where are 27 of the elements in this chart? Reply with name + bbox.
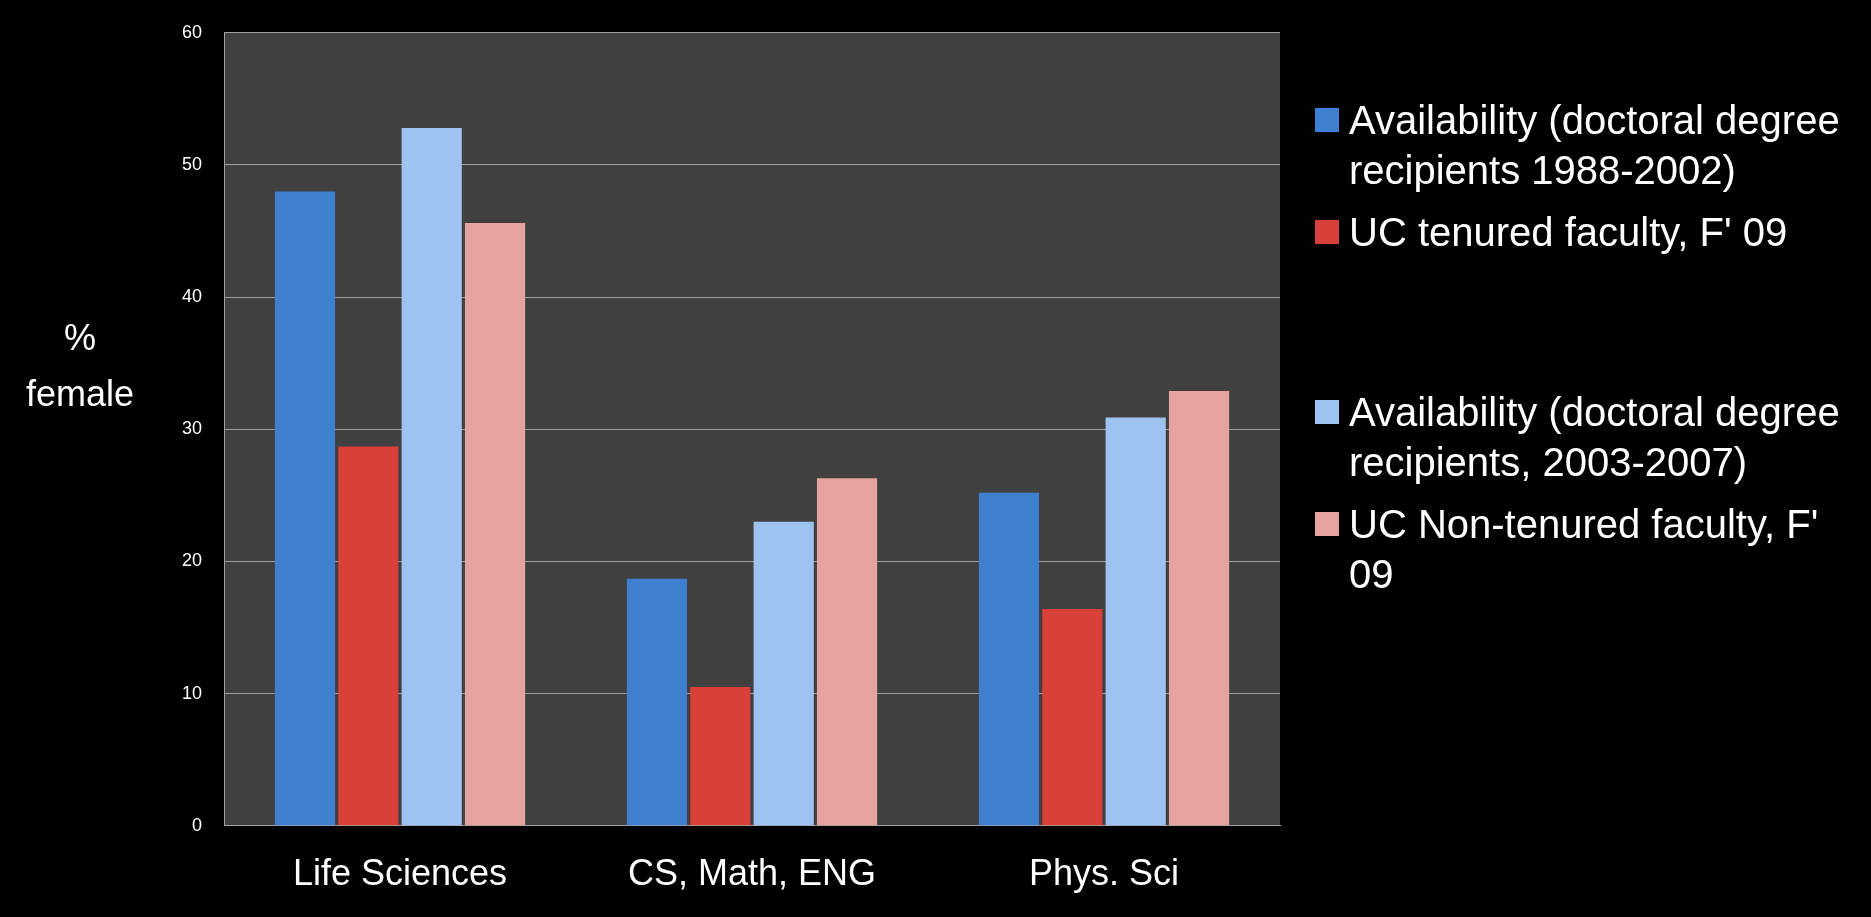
x-tick-label: Phys. Sci [1028,852,1180,894]
y-tick-label: 30 [181,418,203,439]
bar [1105,417,1166,826]
legend-label: UC tenured faculty, F' 09 [1349,209,1788,256]
x-tick-label: CS, Math, ENG [627,852,877,894]
x-tick-label: Life Sciences [292,852,508,894]
legend-label: Availability (doctoral degree recipients, 2003-2007) [1349,389,1841,486]
y-tick-label: 20 [181,550,203,571]
bar [338,446,399,826]
y-tick-label: 0 [192,814,203,835]
bar [690,687,751,826]
bar [401,127,462,826]
y-tick-label: 10 [181,682,203,703]
bar [753,521,814,826]
y-axis-title: % female [24,316,136,416]
y-tick-label: 60 [181,21,203,42]
bar [274,191,336,826]
legend-label: UC Non-tenured faculty, F' 09 [1349,501,1820,598]
bar [1168,390,1230,826]
legend-label: Availability (doctoral degree recipients 1988-2002) [1349,97,1841,194]
bar [464,223,526,826]
bar [1042,609,1103,826]
y-tick-label: 50 [181,153,203,174]
y-tick-label: 40 [181,286,203,307]
bar [978,492,1040,826]
bar [626,578,688,826]
bar [816,478,878,826]
